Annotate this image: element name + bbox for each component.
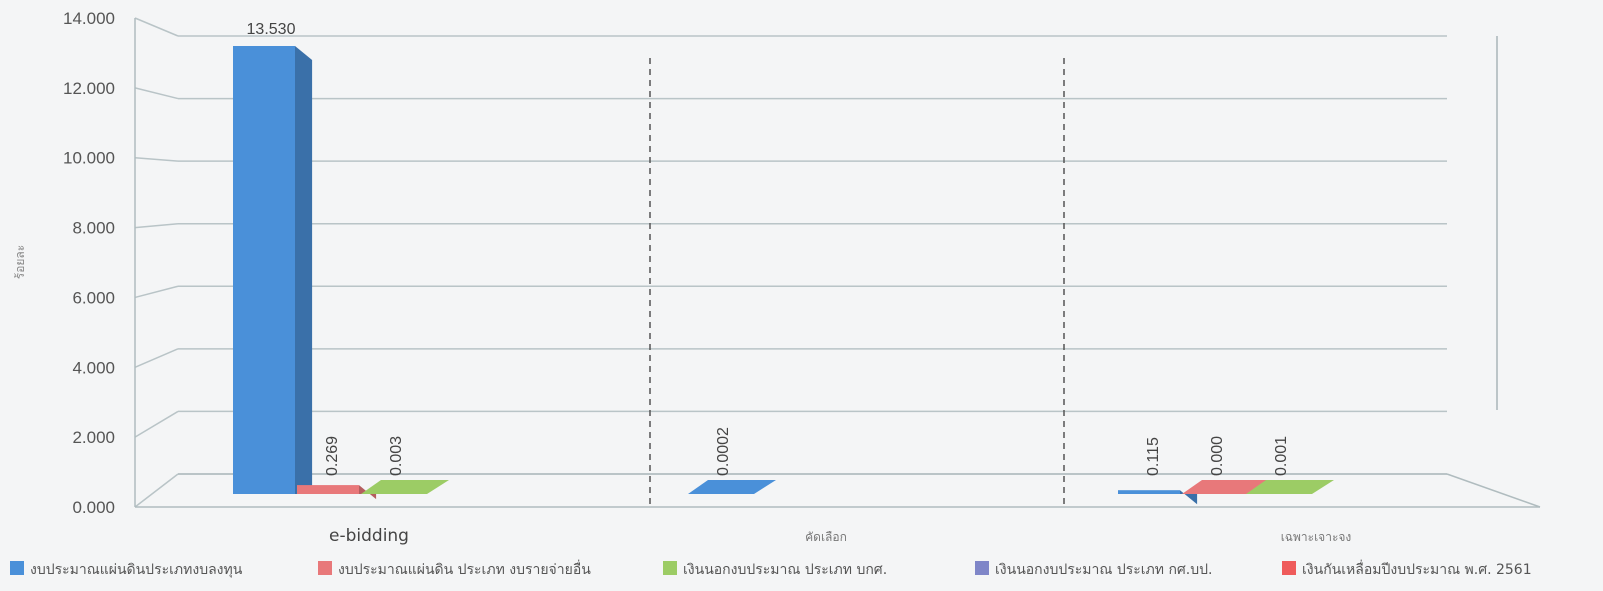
floor-right-edge (1446, 473, 1541, 508)
y-tick-label: 2.000 (72, 428, 115, 447)
data-label: 0.115 (1145, 437, 1162, 476)
bar-side (1180, 490, 1198, 505)
bar (1182, 480, 1270, 494)
legend-item: เงินนอกงบประมาณ ประเภท กศ.บป. (975, 561, 1212, 578)
y-tick-label: 12.000 (63, 79, 115, 98)
legend-swatch (1282, 561, 1296, 575)
gridline-side (134, 222, 179, 229)
legend-item: งบประมาณแผ่นดิน ประเภท งบรายจ่ายอื่น (318, 560, 591, 578)
label-layer: 13.530 0.0002 0.115 0.269 0.000 0.003 0.001 (247, 21, 1290, 476)
bar (1246, 480, 1334, 494)
bar-floor (1246, 480, 1334, 494)
legend-label: เงินกันเหลื่อมปีงบประมาณ พ.ศ. 2561 (1302, 560, 1532, 578)
legend-label: เงินนอกงบประมาณ ประเภท บกศ. (683, 562, 887, 578)
y-tick-label: 8.000 (72, 219, 115, 238)
bar-floor (361, 480, 449, 494)
y-tick-label: 0.000 (72, 498, 115, 517)
data-label: 0.0002 (715, 427, 732, 476)
bar-floor (1182, 480, 1270, 494)
data-label: 0.001 (1273, 436, 1290, 476)
y-tick-label: 14.000 (63, 9, 115, 28)
grid-layer (134, 17, 1447, 508)
gridline-side (134, 348, 179, 368)
legend-item: เงินนอกงบประมาณ ประเภท บกศ. (663, 561, 887, 578)
data-label: 0.269 (324, 436, 341, 476)
bar-layer (233, 46, 1334, 505)
data-label: 0.003 (388, 436, 405, 476)
y-tick-label: 6.000 (72, 288, 115, 307)
bar (233, 46, 313, 494)
data-label: 13.530 (247, 21, 296, 38)
y-tick-label: 4.000 (72, 358, 115, 377)
legend-label: เงินนอกงบประมาณ ประเภท กศ.บป. (995, 562, 1212, 578)
bar-floor (688, 480, 776, 494)
bar-front (297, 485, 359, 494)
legend-swatch (663, 561, 677, 575)
gridline-side (134, 17, 179, 37)
legend-item: งบประมาณแผ่นดินประเภทงบลงทุน (10, 561, 243, 578)
bar-side (295, 46, 313, 494)
data-label: 0.000 (1209, 436, 1226, 476)
bar-front (233, 46, 295, 494)
gridline-side (134, 156, 179, 162)
bar-front (1118, 490, 1180, 494)
legend-label: งบประมาณแผ่นดินประเภทงบลงทุน (30, 562, 243, 578)
gridline-side (134, 410, 179, 438)
bar (688, 480, 776, 494)
legend-item: เงินกันเหลื่อมปีงบประมาณ พ.ศ. 2561 (1282, 560, 1532, 578)
bar (361, 480, 449, 494)
gridline-side (134, 473, 179, 508)
x-category-label: เฉพาะเจาะจง (1281, 530, 1352, 544)
legend: งบประมาณแผ่นดินประเภทงบลงทุน งบประมาณแผ่น… (10, 560, 1532, 578)
legend-label: งบประมาณแผ่นดิน ประเภท งบรายจ่ายอื่น (338, 560, 591, 578)
x-category-label: e-bidding (329, 526, 409, 546)
axis-layer: 0.000 2.000 4.000 6.000 8.000 10.000 12.000 14.… (13, 9, 1541, 546)
y-axis-label: ร้อยละ (13, 245, 27, 279)
bar (1118, 490, 1198, 505)
legend-swatch (975, 561, 989, 575)
gridline-side (134, 285, 179, 299)
gridline-side (134, 87, 179, 100)
legend-swatch (318, 561, 332, 575)
x-category-label: คัดเลือก (805, 530, 847, 544)
legend-swatch (10, 561, 24, 575)
y-tick-label: 10.000 (63, 149, 115, 168)
